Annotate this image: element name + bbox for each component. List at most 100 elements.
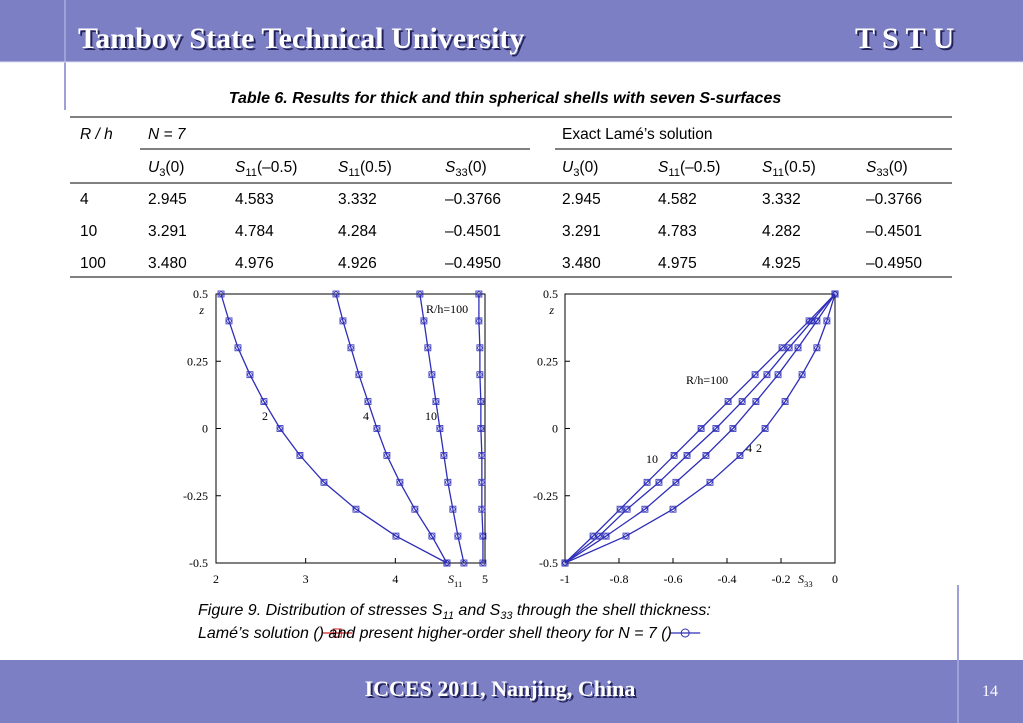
marker-square bbox=[724, 398, 732, 406]
table-cell: 2.945 bbox=[562, 191, 601, 208]
marker-circle bbox=[737, 452, 743, 458]
symbol: S bbox=[798, 572, 804, 586]
sub-label: S33 bbox=[798, 572, 813, 589]
table-cell: 4.783 bbox=[658, 223, 697, 240]
marker-square bbox=[416, 290, 424, 298]
symbol: S bbox=[762, 159, 773, 176]
marker-circle bbox=[814, 345, 820, 351]
legend-icons bbox=[322, 628, 701, 638]
data-point bbox=[712, 425, 720, 432]
subscript: 3 bbox=[159, 167, 165, 179]
data-point bbox=[622, 532, 630, 540]
marker-square bbox=[477, 425, 485, 432]
data-point bbox=[478, 505, 486, 513]
marker-circle bbox=[476, 291, 482, 297]
marker-circle bbox=[455, 533, 461, 539]
marker-circle bbox=[753, 398, 759, 405]
data-point bbox=[355, 371, 363, 379]
marker-circle bbox=[832, 291, 838, 297]
group-header: Exact Lamé’s solution bbox=[562, 126, 713, 143]
marker-circle bbox=[340, 318, 346, 324]
marker-square bbox=[440, 451, 448, 459]
data-point bbox=[761, 425, 769, 432]
argument: (0.5) bbox=[360, 159, 392, 176]
logo: T S T U bbox=[855, 22, 954, 55]
table-cell: 3.291 bbox=[562, 223, 601, 240]
marker-square bbox=[683, 451, 691, 459]
sub-label: U3(0) bbox=[562, 159, 598, 179]
marker-square bbox=[478, 505, 486, 513]
data-point bbox=[697, 425, 705, 432]
marker-square bbox=[276, 425, 284, 432]
data-point bbox=[813, 317, 821, 325]
y-tick-label: -0.25 bbox=[183, 489, 208, 503]
table-cell: 4.975 bbox=[658, 255, 697, 272]
data-point bbox=[479, 532, 487, 540]
series-label: 2 bbox=[262, 409, 268, 423]
y-tick-label: -0.5 bbox=[189, 556, 208, 570]
plot-frame bbox=[564, 293, 836, 564]
marker-circle bbox=[799, 372, 805, 378]
data-point bbox=[392, 532, 400, 540]
data-point bbox=[763, 371, 771, 379]
marker-square bbox=[774, 371, 782, 379]
data-point bbox=[751, 371, 759, 379]
legend-icon-marker bbox=[680, 628, 690, 638]
data-point bbox=[655, 478, 663, 486]
marker-circle bbox=[261, 398, 267, 405]
argument: (0) bbox=[468, 159, 487, 176]
data-point bbox=[420, 317, 428, 325]
data-point bbox=[781, 398, 789, 406]
marker-square bbox=[392, 532, 400, 540]
caption-part: through the shell thickness: bbox=[512, 602, 710, 619]
marker-square bbox=[460, 559, 468, 567]
series-label: R/h=100 bbox=[426, 302, 468, 316]
marker-square bbox=[383, 451, 391, 459]
marker-square bbox=[655, 478, 663, 486]
marker-circle bbox=[562, 560, 568, 566]
marker-circle bbox=[450, 506, 456, 512]
data-point bbox=[364, 398, 372, 406]
marker-square bbox=[479, 559, 487, 567]
table-cell: 10 bbox=[80, 223, 98, 240]
data-point bbox=[454, 532, 462, 540]
subscript: 33 bbox=[455, 167, 467, 179]
page-number: 14 bbox=[982, 683, 998, 700]
marker-circle bbox=[421, 318, 427, 324]
marker-square bbox=[479, 532, 487, 540]
caption-part: N bbox=[618, 625, 630, 642]
table-cell: 3.332 bbox=[762, 191, 801, 208]
marker-square bbox=[320, 478, 328, 486]
table-cell: 4.583 bbox=[235, 191, 274, 208]
data-point bbox=[428, 532, 436, 540]
marker-square bbox=[475, 290, 483, 298]
table-cell: 4.282 bbox=[762, 223, 801, 240]
x-tick-label: -0.8 bbox=[610, 572, 629, 586]
marker-circle bbox=[321, 479, 327, 485]
sub-label: S11 bbox=[448, 572, 462, 589]
marker-circle bbox=[752, 372, 758, 378]
sub-label: S11(–0.5) bbox=[658, 159, 720, 179]
marker-circle bbox=[384, 452, 390, 458]
marker-circle bbox=[670, 506, 676, 512]
data-point bbox=[476, 344, 484, 352]
marker-circle bbox=[425, 345, 431, 351]
marker-circle bbox=[393, 533, 399, 539]
x-tick-label: -0.2 bbox=[772, 572, 791, 586]
figure-caption-line: Lamé’s solution () and present higher-or… bbox=[198, 625, 672, 642]
marker-circle bbox=[824, 318, 830, 324]
marker-square bbox=[622, 532, 630, 540]
x-tick-label: -1 bbox=[560, 572, 570, 586]
data-point bbox=[672, 478, 680, 486]
data-point bbox=[276, 425, 284, 432]
marker-circle bbox=[477, 372, 483, 378]
data-point bbox=[234, 344, 242, 352]
y-tick-label: 0.25 bbox=[537, 354, 558, 368]
marker-square bbox=[752, 398, 760, 406]
group-header: N = 7 bbox=[148, 126, 187, 143]
symbol: S bbox=[235, 159, 246, 176]
marker-circle bbox=[671, 452, 677, 458]
data-point bbox=[602, 532, 610, 540]
marker-circle bbox=[433, 398, 439, 405]
legend-icon-marker bbox=[332, 628, 342, 638]
